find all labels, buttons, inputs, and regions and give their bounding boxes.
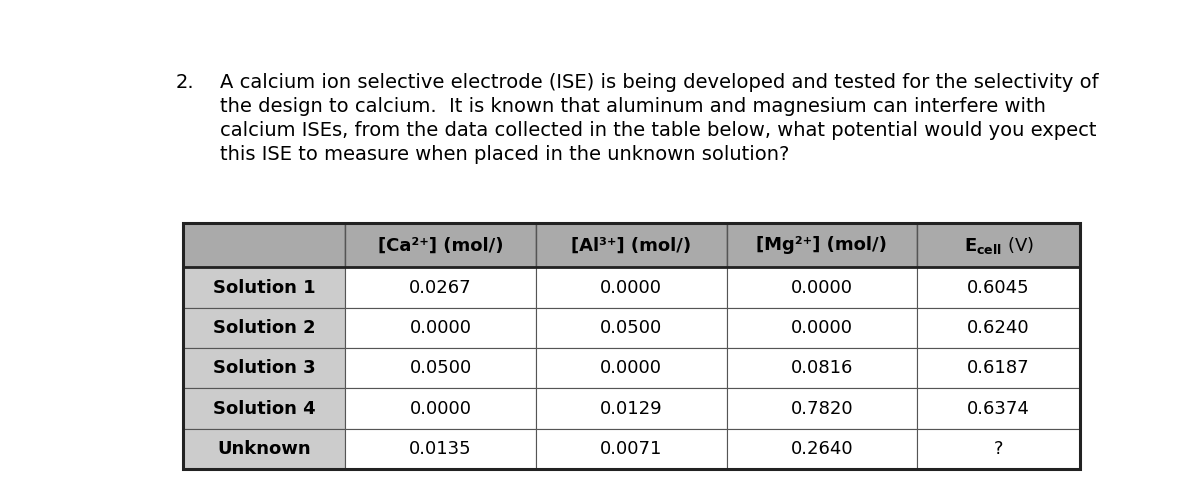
Text: 0.0500: 0.0500 xyxy=(409,359,472,377)
Text: 0.2640: 0.2640 xyxy=(791,440,853,458)
Text: 0.0071: 0.0071 xyxy=(600,440,662,458)
Text: Solution 3: Solution 3 xyxy=(212,359,316,377)
Bar xyxy=(182,429,346,469)
Bar xyxy=(182,388,346,429)
Text: 0.6374: 0.6374 xyxy=(967,400,1030,418)
Text: 0.6240: 0.6240 xyxy=(967,319,1030,337)
Text: 0.0000: 0.0000 xyxy=(600,278,662,296)
Bar xyxy=(727,223,917,267)
Text: ?: ? xyxy=(994,440,1003,458)
Text: 0.6187: 0.6187 xyxy=(967,359,1030,377)
Text: 0.6045: 0.6045 xyxy=(967,278,1030,296)
Text: Solution 4: Solution 4 xyxy=(212,400,316,418)
Bar xyxy=(727,348,917,388)
Bar xyxy=(536,348,727,388)
Bar xyxy=(917,388,1080,429)
Bar xyxy=(727,388,917,429)
Text: [Mg²⁺] (mol/): [Mg²⁺] (mol/) xyxy=(756,236,887,254)
Bar xyxy=(536,429,727,469)
Text: Solution 2: Solution 2 xyxy=(212,319,316,337)
Text: [Al³⁺] (mol/): [Al³⁺] (mol/) xyxy=(571,236,691,254)
Text: Unknown: Unknown xyxy=(217,440,311,458)
Bar xyxy=(727,267,917,308)
Bar xyxy=(917,267,1080,308)
Bar xyxy=(536,388,727,429)
Text: 0.0267: 0.0267 xyxy=(409,278,472,296)
Text: calcium ISEs, from the data collected in the table below, what potential would y: calcium ISEs, from the data collected in… xyxy=(220,121,1097,140)
Bar xyxy=(917,308,1080,348)
Bar xyxy=(182,308,346,348)
Bar xyxy=(346,388,536,429)
Text: 0.0000: 0.0000 xyxy=(409,400,472,418)
Text: this ISE to measure when placed in the unknown solution?: this ISE to measure when placed in the u… xyxy=(220,145,790,164)
Bar xyxy=(182,267,346,308)
Bar xyxy=(536,267,727,308)
Text: 0.0135: 0.0135 xyxy=(409,440,472,458)
Text: 0.0000: 0.0000 xyxy=(791,319,853,337)
Bar xyxy=(182,223,346,267)
Bar xyxy=(727,429,917,469)
Bar xyxy=(917,429,1080,469)
Bar xyxy=(727,308,917,348)
Text: 0.0500: 0.0500 xyxy=(600,319,662,337)
Bar xyxy=(917,223,1080,267)
Text: 0.0816: 0.0816 xyxy=(791,359,853,377)
Text: 0.0000: 0.0000 xyxy=(791,278,853,296)
Bar xyxy=(536,308,727,348)
Text: 0.0129: 0.0129 xyxy=(600,400,662,418)
Bar xyxy=(182,223,1080,469)
Text: 0.0000: 0.0000 xyxy=(409,319,472,337)
Text: 2.: 2. xyxy=(176,73,194,92)
Text: Solution 1: Solution 1 xyxy=(212,278,316,296)
Bar xyxy=(346,308,536,348)
Bar xyxy=(346,348,536,388)
Bar xyxy=(346,429,536,469)
Text: A calcium ion selective electrode (ISE) is being developed and tested for the se: A calcium ion selective electrode (ISE) … xyxy=(220,73,1098,92)
Bar xyxy=(536,223,727,267)
Text: the design to calcium.  It is known that aluminum and magnesium can interfere wi: the design to calcium. It is known that … xyxy=(220,97,1045,116)
Bar xyxy=(346,223,536,267)
Text: [Ca²⁺] (mol/): [Ca²⁺] (mol/) xyxy=(378,236,503,254)
Text: 0.0000: 0.0000 xyxy=(600,359,662,377)
Bar xyxy=(182,348,346,388)
Text: 0.7820: 0.7820 xyxy=(791,400,853,418)
Bar xyxy=(346,267,536,308)
Text: $\mathbf{E_{cell}}$ (V): $\mathbf{E_{cell}}$ (V) xyxy=(964,235,1033,256)
Bar xyxy=(917,348,1080,388)
